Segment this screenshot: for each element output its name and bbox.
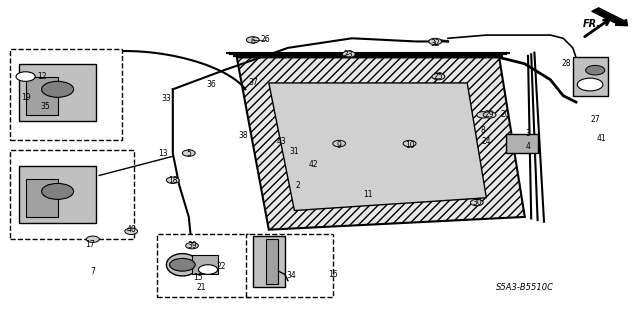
Text: 38: 38 [238, 131, 248, 140]
Circle shape [86, 236, 99, 242]
Circle shape [42, 183, 74, 199]
Text: 41: 41 [596, 134, 607, 143]
Text: 5: 5 [186, 149, 191, 158]
Text: 31: 31 [289, 147, 300, 156]
Text: 29: 29 [484, 110, 495, 119]
Text: 23: 23 [344, 50, 354, 59]
Bar [253, 236, 285, 287]
Text: 20: 20 [500, 110, 511, 119]
Circle shape [477, 112, 490, 118]
Circle shape [432, 73, 445, 80]
Circle shape [170, 258, 195, 271]
Circle shape [403, 140, 416, 147]
Text: 6: 6 [250, 37, 255, 46]
Circle shape [42, 81, 74, 97]
Text: 26: 26 [260, 35, 271, 44]
Text: 33: 33 [161, 94, 172, 103]
Text: 17: 17 [84, 240, 95, 249]
Text: 39: 39 [187, 241, 197, 250]
Bar [26, 179, 58, 217]
FancyArrow shape [592, 8, 628, 26]
Text: 35: 35 [40, 102, 50, 111]
Text: 27: 27 [590, 115, 600, 124]
Text: S5A3-B5510C: S5A3-B5510C [496, 283, 554, 292]
Bar [157, 234, 250, 297]
Circle shape [198, 265, 218, 274]
Text: 37: 37 [248, 78, 258, 87]
Circle shape [342, 51, 355, 57]
Text: 32: 32 [430, 39, 440, 48]
Circle shape [125, 228, 138, 234]
Polygon shape [506, 134, 538, 153]
Bar [266, 239, 278, 284]
Circle shape [470, 199, 483, 206]
Text: 16: 16 [328, 270, 338, 279]
Circle shape [483, 112, 496, 118]
Circle shape [182, 150, 195, 156]
Text: 36: 36 [206, 80, 216, 89]
Text: 24: 24 [481, 137, 492, 146]
Text: 30: 30 [472, 198, 482, 207]
Circle shape [577, 78, 603, 91]
Bar [19, 166, 96, 223]
Bar [10, 150, 134, 239]
Text: 28: 28 [562, 59, 571, 68]
Text: 22: 22 [216, 262, 225, 271]
Circle shape [586, 65, 605, 75]
Bar [246, 234, 333, 297]
Text: 7: 7 [90, 267, 95, 276]
Bar [19, 64, 96, 121]
Bar [573, 57, 608, 96]
Text: 12: 12 [37, 72, 46, 81]
Text: 34: 34 [286, 271, 296, 280]
Text: 4: 4 [525, 142, 531, 151]
Text: 18: 18 [168, 176, 177, 185]
Text: 15: 15 [193, 273, 204, 282]
Text: 3: 3 [525, 130, 531, 138]
Ellipse shape [166, 254, 198, 276]
Circle shape [166, 177, 179, 183]
Polygon shape [237, 57, 525, 230]
Text: 43: 43 [276, 137, 287, 146]
Text: 13: 13 [158, 149, 168, 158]
Text: 19: 19 [20, 93, 31, 102]
Text: 42: 42 [308, 160, 319, 169]
Circle shape [16, 72, 35, 81]
Text: 2: 2 [295, 181, 300, 189]
Text: 40: 40 [126, 225, 136, 234]
Text: 21: 21 [197, 283, 206, 292]
Circle shape [186, 242, 198, 249]
Circle shape [333, 140, 346, 147]
Text: 11: 11 [364, 190, 372, 199]
Bar [192, 255, 218, 274]
Text: 8: 8 [481, 126, 486, 135]
Text: FR.: FR. [583, 19, 601, 29]
Polygon shape [269, 83, 486, 211]
Bar [10, 49, 122, 140]
Text: 25: 25 [433, 72, 444, 81]
Circle shape [246, 37, 259, 43]
Text: 10: 10 [404, 141, 415, 150]
Circle shape [429, 38, 442, 45]
Text: 9: 9 [337, 141, 342, 150]
Bar [26, 77, 58, 115]
